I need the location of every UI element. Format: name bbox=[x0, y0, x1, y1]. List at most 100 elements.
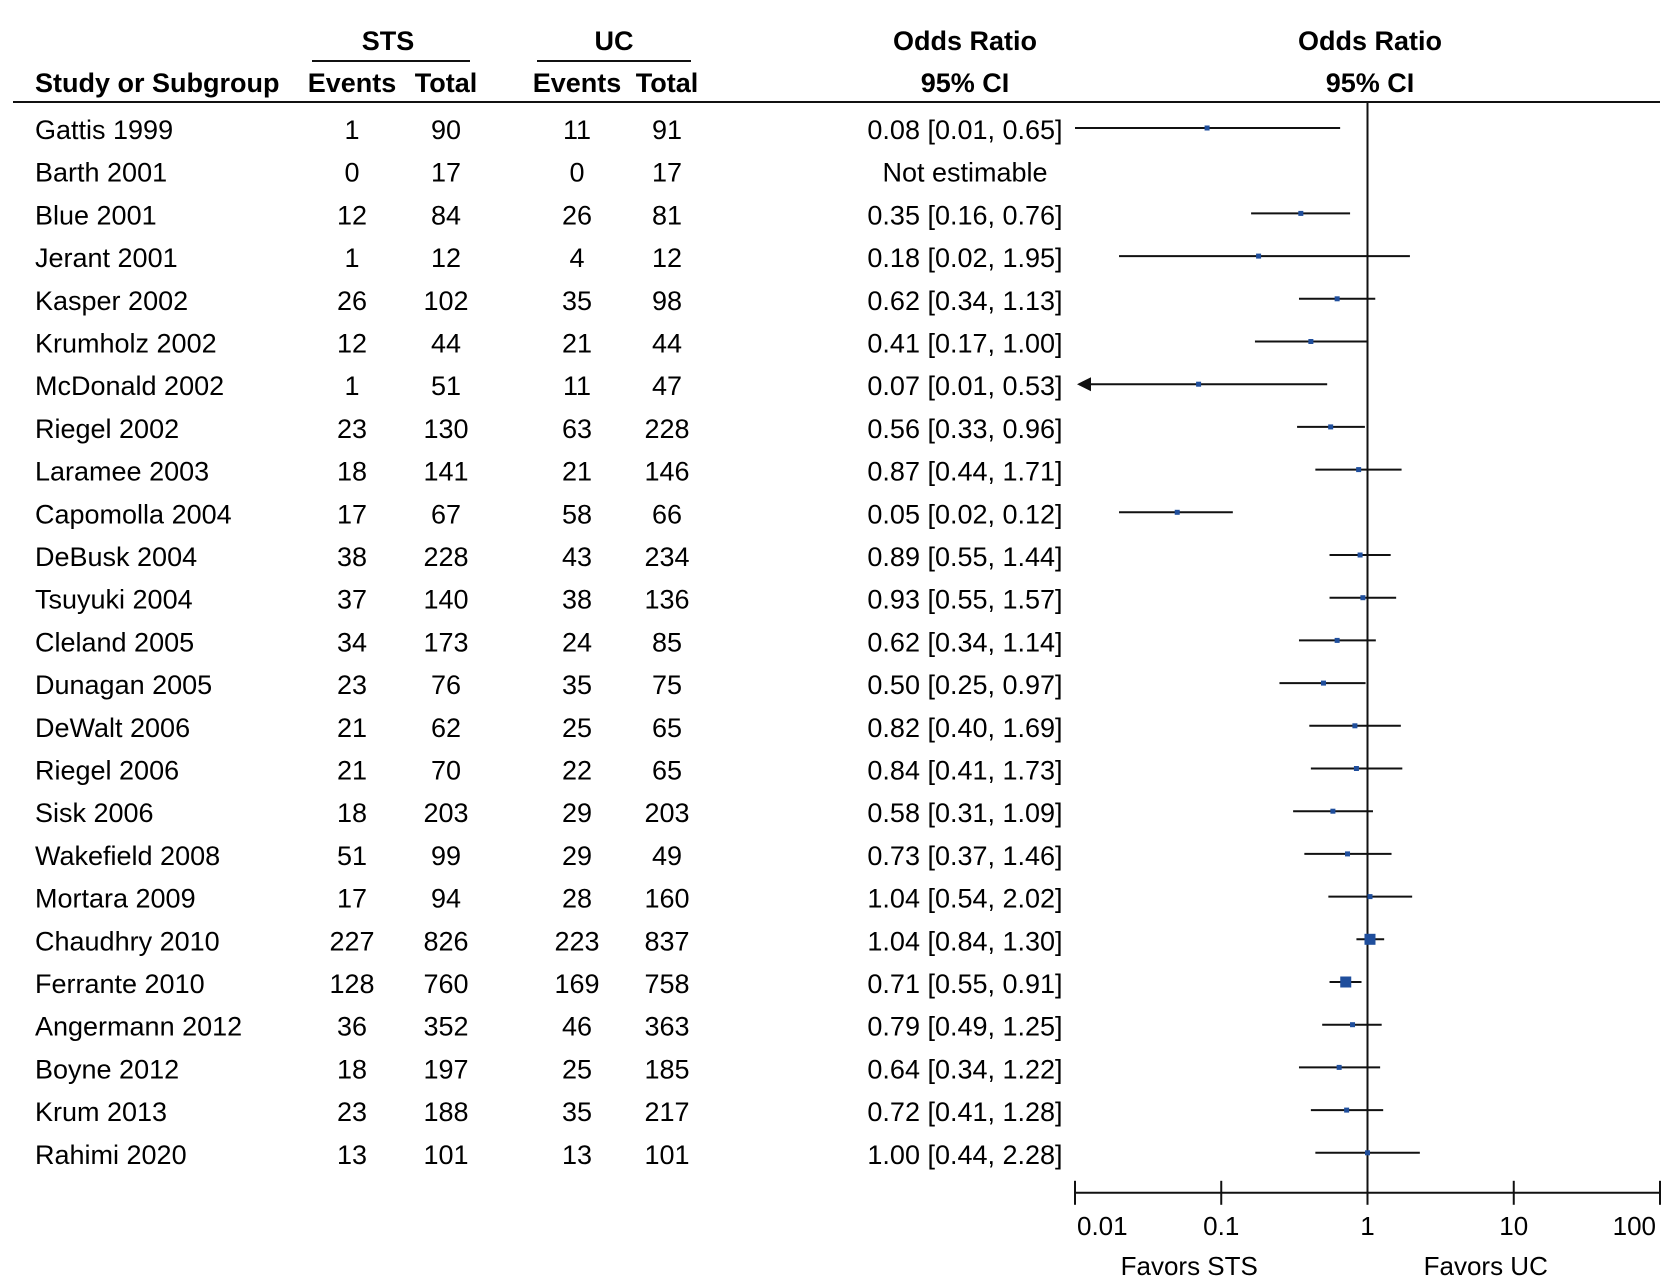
group1-events: 12 bbox=[337, 329, 367, 359]
x-axis-tick-label: 10 bbox=[1499, 1211, 1528, 1241]
table-row: DeBusk 2004 38 228 43 234 0.89 [0.55, 1.44] bbox=[35, 542, 1063, 572]
group1-total: 197 bbox=[423, 1054, 468, 1084]
study-name: Gattis 1999 bbox=[35, 115, 173, 145]
group2-total: 160 bbox=[644, 884, 689, 914]
odds-ratio-ci-value: 0.89 [0.55, 1.44] bbox=[867, 542, 1062, 572]
group2-events-header: Events bbox=[533, 68, 622, 98]
group2-events: 63 bbox=[562, 414, 592, 444]
point-estimate-marker bbox=[1345, 851, 1351, 857]
odds-ratio-ci-value: 1.04 [0.54, 2.02] bbox=[867, 884, 1062, 914]
group1-total: 188 bbox=[423, 1097, 468, 1127]
table-row: Kasper 2002 26 102 35 98 0.62 [0.34, 1.13] bbox=[35, 286, 1063, 316]
group1-events: 1 bbox=[344, 371, 359, 401]
group2-events: 46 bbox=[562, 1012, 592, 1042]
group1-total-header: Total bbox=[415, 68, 478, 98]
study-name: DeBusk 2004 bbox=[35, 542, 197, 572]
group2-total: 65 bbox=[652, 713, 682, 743]
group1-total: 102 bbox=[423, 286, 468, 316]
table-row: Laramee 2003 18 141 21 146 0.87 [0.44, 1.71] bbox=[35, 457, 1063, 487]
table-row: Riegel 2006 21 70 22 65 0.84 [0.41, 1.73] bbox=[35, 756, 1063, 786]
group1-total: 84 bbox=[431, 200, 461, 230]
group2-events: 11 bbox=[563, 371, 591, 401]
group2-total: 136 bbox=[644, 585, 689, 615]
group1-events: 21 bbox=[337, 713, 367, 743]
point-estimate-marker bbox=[1336, 1064, 1342, 1070]
group2-events: 38 bbox=[562, 585, 592, 615]
group2-events: 169 bbox=[554, 969, 599, 999]
group2-events: 28 bbox=[562, 884, 592, 914]
x-axis-tick-label: 1 bbox=[1360, 1211, 1374, 1241]
point-estimate-marker bbox=[1256, 253, 1262, 259]
odds-ratio-ci-value: 0.87 [0.44, 1.71] bbox=[867, 457, 1062, 487]
x-axis-tick-label: 0.1 bbox=[1203, 1211, 1239, 1241]
study-name: Wakefield 2008 bbox=[35, 841, 220, 871]
group1-events: 17 bbox=[337, 884, 367, 914]
group2-total: 85 bbox=[652, 627, 682, 657]
group1-total: 76 bbox=[431, 670, 461, 700]
study-column-header: Study or Subgroup bbox=[35, 68, 279, 98]
group2-total: 837 bbox=[644, 926, 689, 956]
odds-ratio-ci-value: 0.72 [0.41, 1.28] bbox=[867, 1097, 1062, 1127]
odds-ratio-ci-value: 0.82 [0.40, 1.69] bbox=[867, 713, 1062, 743]
study-name: Dunagan 2005 bbox=[35, 670, 212, 700]
or-column-ci-header: 95% CI bbox=[921, 68, 1010, 98]
group1-total: 17 bbox=[431, 158, 461, 188]
table-row: Ferrante 2010 128 760 169 758 0.71 [0.55, 0.9… bbox=[35, 969, 1063, 999]
group1-events: 128 bbox=[329, 969, 374, 999]
study-name: Mortara 2009 bbox=[35, 884, 196, 914]
point-estimate-marker bbox=[1356, 467, 1362, 473]
group1-events: 18 bbox=[337, 798, 367, 828]
x-axis-tick-label: 100 bbox=[1613, 1211, 1656, 1241]
point-estimate-marker bbox=[1308, 339, 1314, 344]
group2-events: 26 bbox=[562, 200, 592, 230]
table-row: Boyne 2012 18 197 25 185 0.64 [0.34, 1.22] bbox=[35, 1054, 1063, 1084]
table-row: Mortara 2009 17 94 28 160 1.04 [0.54, 2.02] bbox=[35, 884, 1063, 914]
odds-ratio-ci-value: 0.56 [0.33, 0.96] bbox=[867, 414, 1062, 444]
odds-ratio-ci-value: 0.62 [0.34, 1.14] bbox=[867, 627, 1062, 657]
point-estimate-marker bbox=[1340, 976, 1352, 988]
group2-total-header: Total bbox=[636, 68, 699, 98]
study-name: Barth 2001 bbox=[35, 158, 167, 188]
odds-ratio-ci-value: 0.93 [0.55, 1.57] bbox=[867, 585, 1062, 615]
group2-events: 223 bbox=[554, 926, 599, 956]
table-row: McDonald 2002 1 51 11 47 0.07 [0.01, 0.53] bbox=[35, 371, 1063, 401]
table-header: STS UC Odds Ratio Odds Ratio Study or Su… bbox=[13, 26, 1660, 103]
study-name: McDonald 2002 bbox=[35, 371, 224, 401]
group1-total: 62 bbox=[431, 713, 461, 743]
table-row: Angermann 2012 36 352 46 363 0.79 [0.49, 1.25… bbox=[35, 1012, 1063, 1042]
odds-ratio-ci-value: 0.08 [0.01, 0.65] bbox=[867, 115, 1062, 145]
group2-events: 24 bbox=[562, 627, 592, 657]
group1-total: 141 bbox=[423, 457, 468, 487]
odds-ratio-ci-value: 0.79 [0.49, 1.25] bbox=[867, 1012, 1062, 1042]
group1-total: 44 bbox=[431, 329, 461, 359]
point-estimate-marker bbox=[1364, 933, 1376, 945]
point-estimate-marker bbox=[1365, 1150, 1370, 1156]
group1-total: 203 bbox=[423, 798, 468, 828]
table-row: Dunagan 2005 23 76 35 75 0.50 [0.25, 0.97] bbox=[35, 670, 1063, 700]
favors-left-label: Favors STS bbox=[1121, 1251, 1258, 1281]
study-name: Boyne 2012 bbox=[35, 1054, 179, 1084]
odds-ratio-ci-value: 0.18 [0.02, 1.95] bbox=[867, 243, 1062, 273]
group1-total: 826 bbox=[423, 926, 468, 956]
group2-events: 4 bbox=[569, 243, 584, 273]
group1-events: 18 bbox=[337, 1054, 367, 1084]
group1-total: 94 bbox=[431, 884, 461, 914]
point-estimate-marker bbox=[1350, 1022, 1356, 1028]
group1-events: 13 bbox=[337, 1140, 367, 1170]
point-estimate-marker bbox=[1352, 723, 1358, 729]
group2-total: 75 bbox=[652, 670, 682, 700]
point-estimate-marker bbox=[1353, 766, 1359, 771]
group1-events: 21 bbox=[337, 756, 367, 786]
group1-events: 26 bbox=[337, 286, 367, 316]
table-row: Chaudhry 2010 227 826 223 837 1.04 [0.84, 1.3… bbox=[35, 926, 1063, 956]
group2-total: 98 bbox=[652, 286, 682, 316]
table-row: Sisk 2006 18 203 29 203 0.58 [0.31, 1.09] bbox=[35, 798, 1063, 828]
point-estimate-marker bbox=[1334, 637, 1340, 643]
study-name: Ferrante 2010 bbox=[35, 969, 205, 999]
group1-header: STS bbox=[362, 26, 415, 56]
group2-total: 12 bbox=[652, 243, 682, 273]
group2-events: 21 bbox=[562, 457, 592, 487]
group2-total: 234 bbox=[644, 542, 689, 572]
group2-events: 35 bbox=[562, 670, 592, 700]
point-estimate-marker bbox=[1344, 1107, 1350, 1113]
